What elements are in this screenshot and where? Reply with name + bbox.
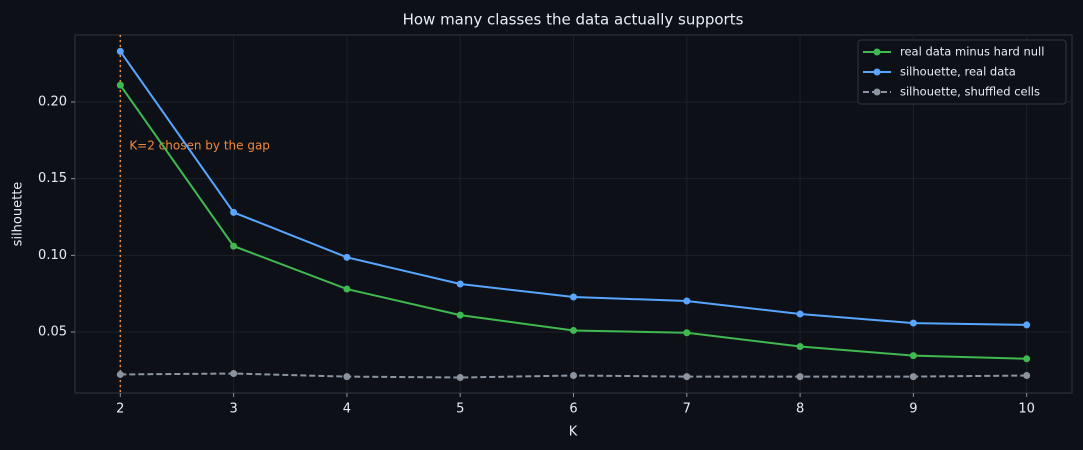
x-tick-label: 9 — [909, 402, 917, 417]
y-tick-label: 0.10 — [38, 248, 67, 263]
x-tick-label: 5 — [456, 402, 464, 417]
data-point — [570, 372, 577, 380]
data-point — [796, 373, 804, 381]
y-tick-label: 0.20 — [38, 95, 67, 110]
legend-box — [857, 39, 1067, 105]
data-point — [570, 326, 577, 334]
data-point — [683, 373, 691, 381]
data-point — [683, 329, 691, 337]
data-point — [909, 319, 917, 327]
data-point — [456, 311, 464, 319]
x-tick-label: 2 — [116, 402, 124, 417]
x-tick-label: 4 — [343, 402, 351, 417]
y-tick-label: 0.05 — [38, 324, 67, 339]
legend-label: silhouette, real data — [900, 65, 1016, 79]
y-axis-label: silhouette — [11, 182, 26, 247]
data-point — [909, 352, 917, 360]
data-point — [683, 297, 691, 305]
data-point — [343, 253, 351, 261]
data-point — [230, 242, 238, 250]
data-point — [343, 373, 351, 381]
x-axis-label: K — [569, 425, 578, 440]
data-point — [230, 208, 238, 216]
legend-marker — [873, 48, 881, 56]
annotation: K=2 chosen by the gap — [129, 139, 270, 153]
legend-marker — [873, 88, 881, 96]
legend-label: real data minus hard null — [900, 45, 1044, 59]
x-tick-label: 7 — [683, 402, 691, 417]
data-point — [116, 81, 124, 89]
chart-title: How many classes the data actually suppo… — [403, 11, 744, 29]
data-point — [909, 373, 917, 381]
data-point — [456, 374, 464, 382]
data-point — [116, 47, 124, 55]
y-tick-label: 0.15 — [38, 171, 67, 186]
x-tick-label: 10 — [1018, 402, 1035, 417]
data-point — [116, 370, 124, 378]
data-point — [570, 293, 577, 301]
data-point — [1023, 321, 1031, 329]
data-point — [456, 280, 464, 288]
data-point — [343, 285, 351, 293]
legend-marker — [873, 68, 881, 76]
data-point — [230, 370, 238, 378]
x-tick-label: 6 — [569, 402, 577, 417]
legend-label: silhouette, shuffled cells — [900, 85, 1040, 99]
data-point — [1023, 372, 1031, 380]
data-point — [796, 343, 804, 351]
x-tick-label: 3 — [229, 402, 237, 417]
data-point — [1023, 355, 1031, 363]
data-point — [796, 310, 804, 318]
x-tick-label: 8 — [796, 402, 804, 417]
